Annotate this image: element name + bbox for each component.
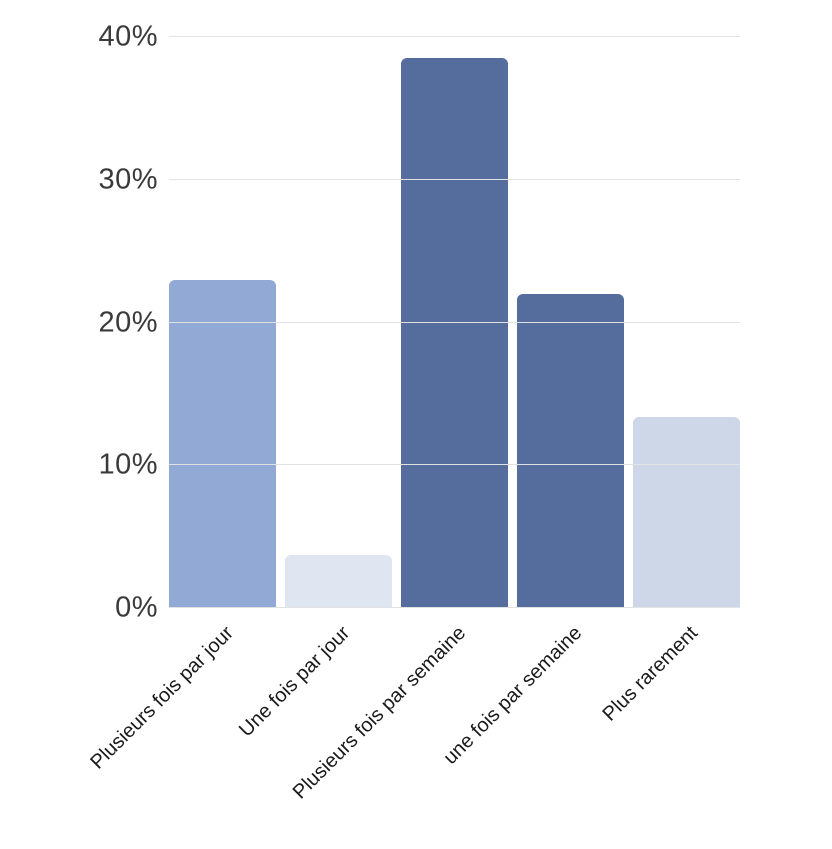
y-tick-label-30: 30% <box>98 163 158 196</box>
gridline-10 <box>169 464 740 466</box>
bar-plusieurs-fois-par-jour <box>169 279 276 608</box>
x-tick-label-plusieurs-fois-par-jour: Plusieurs fois par jour <box>86 622 239 774</box>
x-tick-label-une-fois-par-semaine: une fois par semaine <box>439 622 587 769</box>
y-tick-label-0: 0% <box>115 591 158 624</box>
gridline-30 <box>169 178 740 180</box>
gridline-20 <box>169 321 740 323</box>
y-axis: 0% 10% 20% 30% 40% <box>0 22 158 622</box>
x-tick-label-plusieurs-fois-par-semaine: Plusieurs fois par semaine <box>288 622 471 804</box>
bars-container <box>169 37 740 608</box>
bar-plus-rarement <box>633 416 740 608</box>
bar-une-fois-par-semaine <box>517 293 624 608</box>
gridline-40 <box>169 36 740 37</box>
y-tick-label-10: 10% <box>98 448 158 481</box>
y-tick-label-40: 40% <box>98 20 158 53</box>
plot-area <box>169 36 740 608</box>
x-tick-label-une-fois-par-jour: Une fois par jour <box>234 622 355 742</box>
x-tick-label-plus-rarement: Plus rarement <box>598 622 703 726</box>
gridline-0 <box>169 607 740 608</box>
bar-une-fois-par-jour <box>285 555 392 608</box>
y-tick-label-20: 20% <box>98 306 158 338</box>
bar-plusieurs-fois-par-semaine <box>401 58 508 608</box>
